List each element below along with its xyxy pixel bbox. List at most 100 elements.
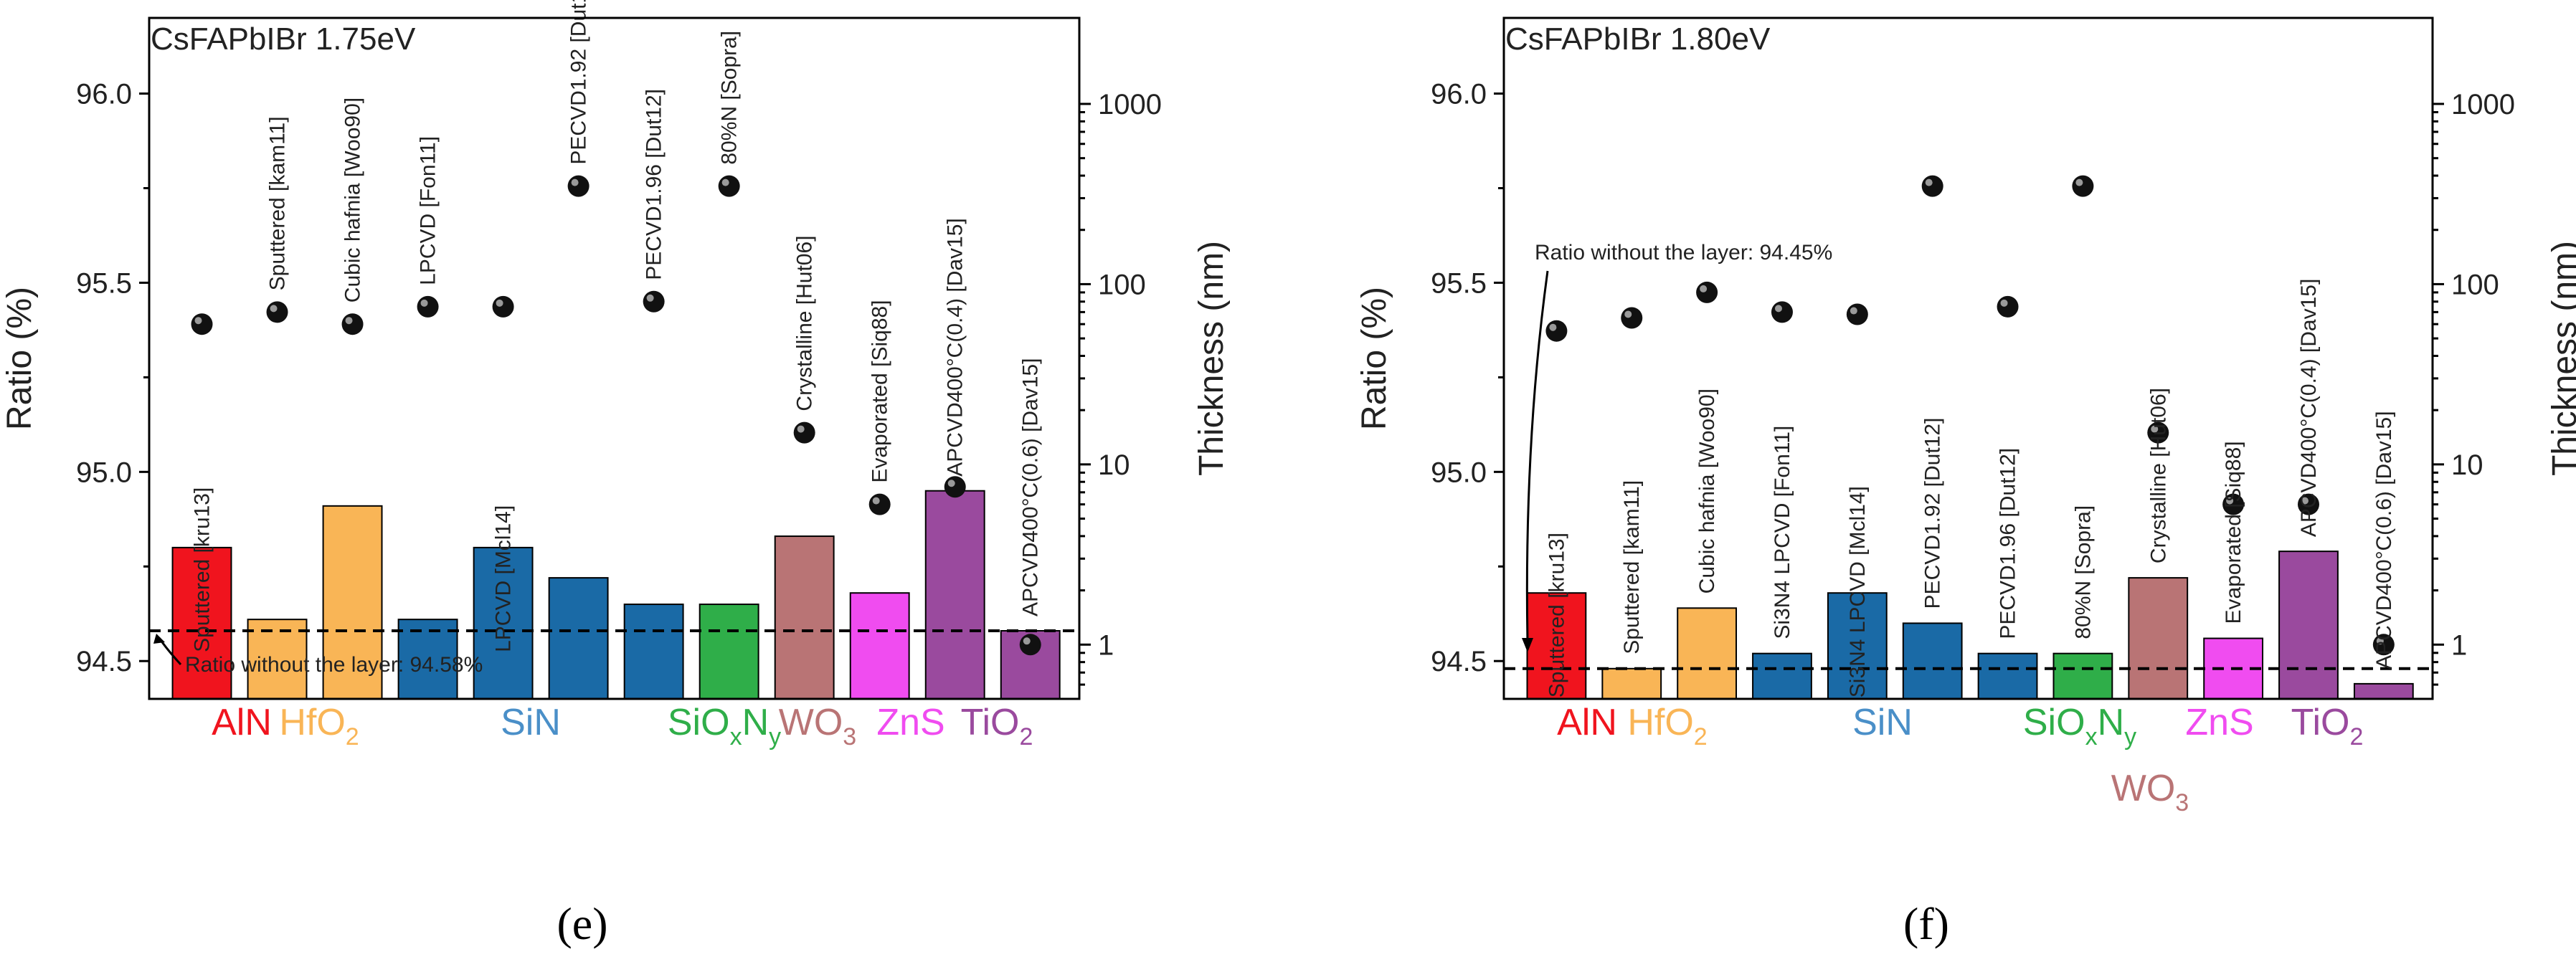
y2-tick-label: 100 [2451,269,2499,300]
thickness-point-highlight [1700,285,1708,292]
thickness-point-highlight [2376,637,2384,645]
bar-label: Cubic hafnia [Woo90] [1695,389,1719,594]
thickness-point [1771,301,1793,323]
thickness-point-highlight [1624,310,1632,318]
thickness-point-highlight [1925,178,1933,186]
bar-label: APCVD400°C(0.6) [Dav15] [1019,358,1043,616]
y2-tick-label: 1000 [1098,89,1162,120]
material-subscript: 2 [346,723,359,750]
thickness-point [1621,307,1643,329]
y-tick-label: 95.5 [1431,267,1487,299]
bar [774,535,835,700]
y-tick-label: 96.0 [76,79,132,110]
y2-axis-title: Thickness (nm) [2546,241,2576,476]
bar [247,619,308,700]
material-label-aln: AlN [1557,702,1617,743]
thickness-point-highlight [2151,425,2159,433]
bar [1827,592,1888,700]
thickness-point-highlight [1774,305,1782,313]
bar-label: PECVD1.96 [Dut12] [1997,448,2020,639]
bar [623,604,684,700]
material-text-2: N [2098,702,2125,743]
bar-label: Si3N4 LPCVD [Mcl14] [1846,486,1870,697]
material-text: AlN [212,702,272,743]
material-subscript-2: y [769,723,781,750]
y-tick-label: 94.5 [76,646,132,677]
bar-label: Crystalline [Hut06] [793,235,817,411]
reference-annotation: Ratio without the layer: 94.45% [1535,241,1832,264]
material-label-sioxny: SiOxNy [2023,702,2136,750]
thickness-point [718,175,740,197]
bar [171,546,232,700]
bar [2353,682,2414,700]
material-text: SiO [2023,702,2085,743]
y2-tick-label: 10 [2451,449,2483,481]
thickness-point-highlight [872,497,880,505]
bar-label: APCVD400°C(0.4) [Dav15] [2297,279,2321,537]
thickness-point [1696,281,1718,303]
y-tick-label: 95.5 [76,267,132,299]
thickness-point-highlight [194,317,202,325]
material-label-hfo2: HfO2 [279,702,359,750]
bar-label: Sputtered [kru13] [191,487,214,652]
material-label-aln: AlN [212,702,272,743]
bar-label: Sputtered [kam11] [1620,480,1644,654]
material-text: HfO [279,702,345,743]
thickness-point-highlight [947,480,955,487]
bar [1677,607,1738,700]
thickness-point-highlight [571,178,579,186]
bar-label: Si3N4 LPCVD [Fon11] [1771,426,1794,639]
plot-frame [148,16,1081,700]
bar-label: Evaporated [Siq88] [2222,441,2245,624]
material-label-tio2: TiO2 [2291,702,2364,750]
thickness-point [567,175,589,197]
material-subscript: 2 [1019,723,1033,750]
thickness-point-highlight [797,425,805,433]
material-text: SiO [668,702,730,743]
y-tick-label: 95.0 [76,457,132,488]
bar [1902,622,1963,700]
panel-title: CsFAPbIBr 1.80eV [1505,22,1771,57]
thickness-point [341,313,364,335]
material-text: TiO [961,702,1020,743]
material-subscript-2: y [2124,723,2136,750]
bar-label: APCVD400°C(0.4) [Dav15] [944,218,967,476]
bar-label: PECVD1.92 [Dut12] [1921,418,1945,609]
material-text-2: N [742,702,770,743]
material-label-wo3: WO3 [2111,768,2189,816]
thickness-point [643,290,665,313]
thickness-point-highlight [2226,497,2234,505]
annotation-arrowhead [1522,638,1533,652]
material-subscript: 2 [1694,723,1708,750]
y2-tick-label: 1 [1098,629,1114,661]
material-subscript: 3 [2175,789,2189,816]
bar [322,505,383,700]
y-axis-title: Ratio (%) [1355,287,1393,430]
reference-annotation: Ratio without the layer: 94.58% [185,653,483,677]
y2-axis-title: Thickness (nm) [1193,241,1231,476]
y2-tick-label: 1000 [2451,89,2515,120]
material-label-zns: ZnS [2185,702,2253,743]
thickness-point-highlight [1549,323,1557,331]
bar-label: APCVD400°C(0.6) [Dav15] [2372,411,2396,669]
bar [1526,592,1587,700]
bar-label: PECVD1.96 [Dut12] [643,89,666,280]
y-axis-title: Ratio (%) [1,287,39,430]
bar [548,577,609,700]
y2-tick-label: 100 [1098,269,1146,300]
material-label-sin: SiN [501,702,561,743]
material-text: AlN [1557,702,1617,743]
y2-tick-label: 10 [1098,449,1130,481]
thickness-point-highlight [1023,637,1031,645]
material-subscript: 2 [2349,723,2363,750]
bar-label: LPCVD [Mcl14] [492,505,516,652]
thickness-point-highlight [496,299,503,307]
plot-frame [1502,16,2434,700]
thickness-point-highlight [420,299,428,307]
material-label-zns: ZnS [876,702,944,743]
material-subscript: x [2085,723,2098,750]
chart-panel-e: Sputtered [kru13] Sputtered [kam11] Cubic … [1,0,1231,949]
thickness-point-highlight [1850,307,1857,315]
